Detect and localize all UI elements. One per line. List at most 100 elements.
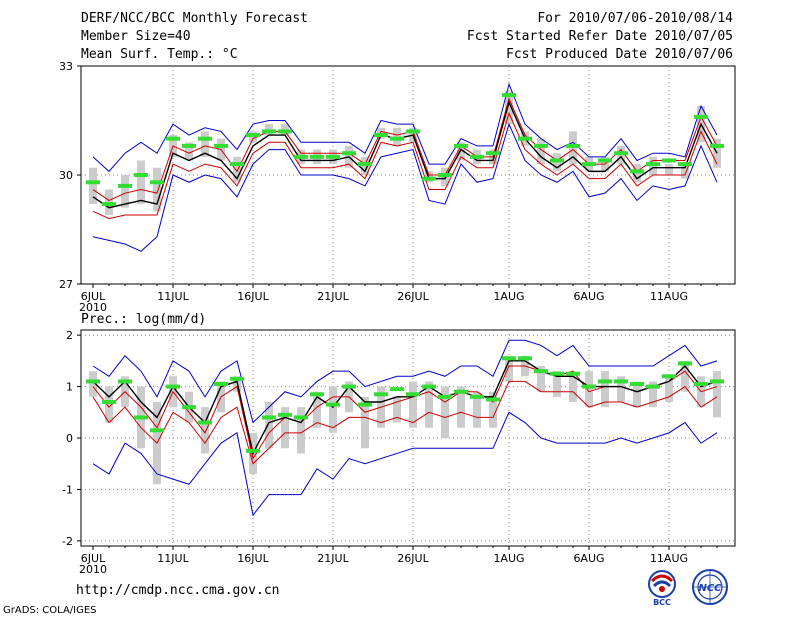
observed-marker (278, 412, 292, 417)
series-line-max (92, 339, 718, 424)
observed-marker (646, 384, 660, 389)
observed-marker (262, 129, 276, 134)
x-tick-label: 11AUG (650, 290, 688, 303)
series-line-lower_red (92, 111, 718, 220)
observed-marker (166, 136, 180, 141)
spread-box (649, 381, 657, 408)
footer-url[interactable]: http://cmdp.ncc.cma.gov.cn (76, 583, 280, 598)
observed-marker (614, 151, 628, 156)
observed-marker (438, 394, 452, 399)
observed-marker (294, 415, 308, 420)
observed-marker (374, 133, 388, 138)
spread-box (121, 175, 129, 208)
observed-marker (102, 202, 116, 207)
bcc-logo: BCC (648, 570, 676, 607)
panel-temperature: 6JUL 11JUL 16JUL 21JUL 26JUL 1AUG 6AUG 11AUG 201… (59, 60, 736, 314)
observed-marker (326, 402, 340, 407)
observed-marker (534, 143, 548, 148)
observed-marker (550, 371, 564, 376)
ncc-logo-text: NCC (698, 583, 722, 594)
observed-marker (102, 400, 116, 404)
observed-marker (454, 389, 468, 394)
series-line-upper_red (92, 97, 718, 202)
observed-marker (486, 397, 500, 402)
observed-marker (134, 415, 148, 420)
x-year-label: 2010 (79, 301, 107, 314)
observed-marker (230, 376, 244, 381)
spread-box (713, 138, 721, 168)
observed-marker (470, 394, 484, 399)
observed-marker (550, 158, 564, 163)
observed-marker (310, 154, 324, 159)
observed-marker (246, 448, 260, 453)
observed-marker (422, 384, 436, 389)
spread-box (681, 360, 689, 392)
plot-frame (80, 329, 736, 547)
member-size: Member Size=40 (81, 29, 191, 44)
observed-marker (214, 143, 228, 148)
observed-marker (214, 382, 228, 386)
observed-marker (630, 169, 644, 174)
spread-box (281, 407, 289, 449)
observed-marker (246, 133, 260, 138)
observed-marker (182, 405, 196, 410)
observed-marker (310, 392, 324, 397)
spread-box (553, 371, 561, 397)
observed-marker (358, 402, 372, 407)
observed-marker (694, 114, 708, 119)
series-line-min (92, 411, 718, 517)
spread-box (201, 407, 209, 454)
series-line-max (92, 82, 718, 173)
spread-box (633, 381, 641, 408)
x-year-label: 2010 (79, 563, 107, 576)
observed-marker (502, 356, 516, 361)
y-tick-label: 27 (59, 278, 73, 291)
y-tick-label: -1 (62, 483, 73, 496)
observed-marker (454, 143, 468, 148)
x-tick-label: 11JUL (157, 290, 189, 303)
spread-box (265, 402, 273, 449)
x-tick-label: 6AUG (573, 290, 604, 303)
observed-marker (326, 154, 340, 159)
observed-marker (86, 379, 100, 384)
produced-date: Fcst Produced Date 2010/07/06 (506, 47, 733, 62)
spread-box (185, 142, 193, 161)
x-tick-label: 11AUG (650, 552, 688, 565)
observed-marker (598, 158, 612, 163)
observed-marker (342, 151, 356, 156)
y-tick-label: 2 (66, 329, 73, 342)
observed-marker (582, 162, 596, 167)
spread-box (409, 381, 417, 428)
observed-marker (262, 415, 276, 420)
x-tick-label: 1AUG (493, 552, 524, 565)
x-tick-label: 16JUL (237, 290, 269, 303)
series-line-lower_red (92, 380, 718, 465)
grads-credit: GrADS: COLA/IGES (3, 605, 97, 616)
observed-marker (646, 162, 660, 167)
spread-box (713, 371, 721, 418)
observed-marker (598, 379, 612, 384)
spread-box (137, 160, 145, 205)
spread-box (665, 164, 673, 175)
observed-marker (406, 129, 420, 134)
spread-box (617, 376, 625, 402)
panel-precipitation: 6JUL 11JUL 16JUL 21JUL 26JUL 1AUG 6AUG 11AUG201… (62, 329, 736, 576)
spread-box (105, 386, 113, 423)
spread-box (361, 396, 369, 449)
observed-marker (694, 382, 708, 386)
spread-box (297, 407, 305, 454)
chart-title: DERF/NCC/BCC Monthly Forecast (81, 11, 308, 26)
x-tick-label: 6JUL (81, 290, 106, 303)
x-tick-label: 16JUL (237, 552, 269, 565)
observed-marker (662, 158, 676, 163)
observed-marker (86, 180, 100, 185)
y-tick-label: -2 (62, 535, 73, 548)
observed-marker (294, 154, 308, 159)
observed-marker (390, 136, 404, 141)
spread-box (505, 91, 513, 125)
spread-box (201, 131, 209, 157)
ncc-logo: NCC (692, 569, 728, 605)
observed-marker (582, 384, 596, 389)
observed-marker (534, 369, 548, 374)
y-tick-label: 33 (59, 60, 73, 73)
